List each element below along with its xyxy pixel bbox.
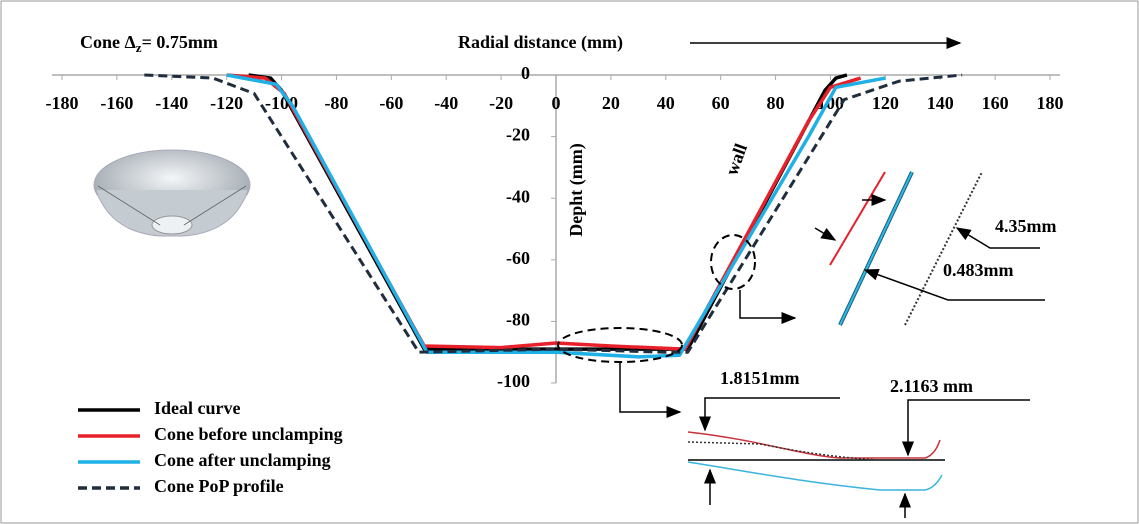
- x-tick-label: 20: [602, 93, 620, 113]
- x-tick-label: 80: [767, 93, 785, 113]
- y-tick-label: -60: [506, 248, 530, 268]
- x-tick-label: -140: [155, 93, 188, 113]
- legend-label: Ideal curve: [154, 398, 240, 418]
- callouts: [557, 234, 797, 418]
- x-tick-label: 40: [657, 93, 675, 113]
- x-tick-label: 180: [1037, 93, 1064, 113]
- x-tick-label: 160: [982, 93, 1009, 113]
- legend-label: Cone PoP profile: [154, 476, 284, 496]
- x-tick-label: -20: [489, 93, 513, 113]
- x-tick-label: 140: [927, 93, 954, 113]
- annotation: 0.483mm: [943, 260, 1014, 280]
- series-line: [226, 73, 886, 359]
- chart-title: Cone Δz= 0.75mm: [80, 32, 218, 55]
- x-tick-label: -180: [46, 93, 79, 113]
- y-tick-label: -100: [497, 371, 530, 391]
- y-axis-label: Depht (mm): [566, 143, 587, 236]
- plot-area: -180 -160 -140 -120 -100 -80 -60 -40 -20 0 20 40 60 8…: [46, 63, 1064, 391]
- legend: Ideal curve Cone before unclamping Cone af…: [78, 398, 343, 496]
- x-tick-label: -60: [379, 93, 403, 113]
- x-tick-label: -40: [434, 93, 458, 113]
- x-axis-label: Radial distance (mm): [458, 32, 623, 53]
- annotation: 1.8151mm: [720, 368, 800, 388]
- annotation: 4.35mm: [995, 216, 1057, 236]
- x-tick-label: 120: [872, 93, 899, 113]
- cone-image: [93, 149, 251, 237]
- x-tick-label: 60: [712, 93, 730, 113]
- inset-wall: [814, 171, 1045, 326]
- annotation: 2.1163 mm: [890, 376, 973, 396]
- series-line: [248, 73, 848, 351]
- y-tick-label: -40: [506, 186, 530, 206]
- x-tick-label: -160: [100, 93, 133, 113]
- legend-label: Cone before unclamping: [154, 424, 343, 444]
- x-tick-label: -80: [324, 93, 348, 113]
- x-tick-label: -120: [210, 93, 243, 113]
- x-tick-label: 0: [552, 93, 561, 113]
- inset-bottom: [687, 397, 1030, 518]
- series-line: [144, 73, 963, 354]
- y-tick-label: 0: [521, 63, 530, 83]
- y-tick-label: -80: [506, 310, 530, 330]
- legend-label: Cone after unclamping: [154, 450, 331, 470]
- y-tick-label: -20: [506, 125, 530, 145]
